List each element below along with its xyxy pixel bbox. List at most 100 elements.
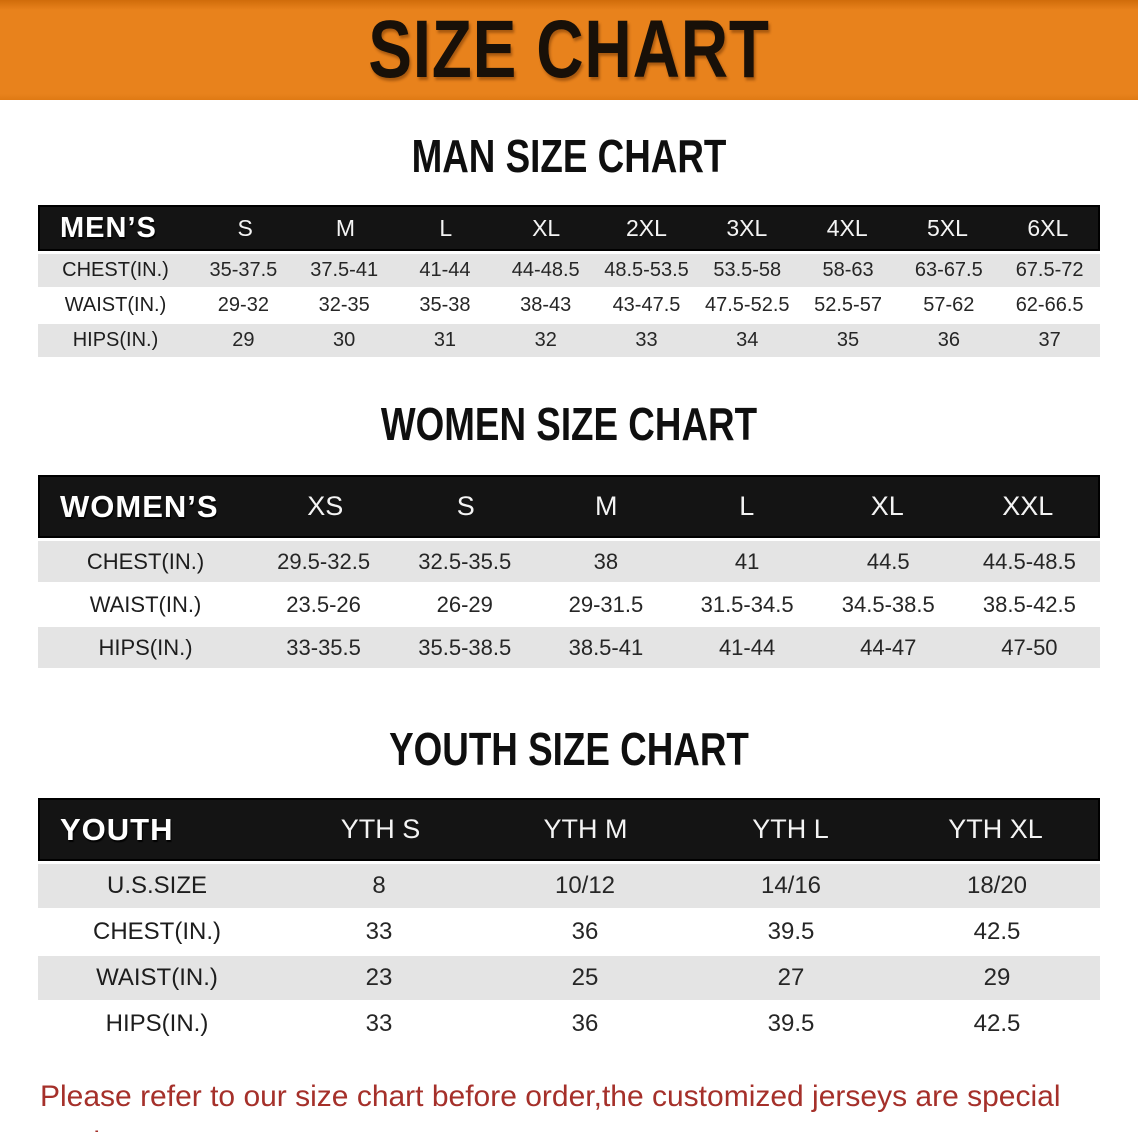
men-section-title: MAN SIZE CHART xyxy=(411,130,727,182)
measurement-cell: 36 xyxy=(937,329,960,351)
size-column-header: 2XL xyxy=(626,214,667,241)
measurement-cell: 47-50 xyxy=(1001,634,1058,660)
measurement-cell: 8 xyxy=(372,872,386,899)
measurement-cell: 29 xyxy=(983,964,1011,991)
row-label: HIPS(IN.) xyxy=(72,329,159,351)
measurement-row: CHEST(IN.) 35-37.5 37.5-41 41-44 44-48.5 48.5… xyxy=(38,254,1100,289)
measurement-cell: 42.5 xyxy=(973,1010,1021,1037)
size-column-header: L xyxy=(739,491,755,521)
measurement-cell: 44.5-48.5 xyxy=(982,548,1076,574)
row-label: CHEST(IN.) xyxy=(93,918,221,945)
women-table-title: WOMEN’S xyxy=(60,488,219,524)
men-table-header-row: MEN’S S M L XL 2XL 3XL 4XL 5XL 6XL xyxy=(38,205,1100,251)
measurement-cell: 32-35 xyxy=(318,294,370,316)
size-column-header: XXL xyxy=(1002,491,1054,521)
measurement-cell: 33 xyxy=(365,1010,393,1037)
measurement-cell: 37 xyxy=(1038,329,1061,351)
size-column-header: L xyxy=(439,214,453,241)
measurement-row: WAIST(IN.) 29-32 32-35 35-38 38-43 43-47.5 47.… xyxy=(38,289,1100,324)
measurement-cell: 35 xyxy=(836,329,860,351)
size-column-header: 5XL xyxy=(927,214,968,241)
row-label: HIPS(IN.) xyxy=(105,1010,209,1037)
measurement-cell: 34.5-38.5 xyxy=(841,591,935,617)
measurement-row: CHEST(IN.) 29.5-32.5 32.5-35.5 38 41 44.5 44.5… xyxy=(38,541,1100,584)
measurement-cell: 29-32 xyxy=(217,294,269,316)
size-column-header: YTH M xyxy=(543,814,628,844)
size-column-header: S xyxy=(456,491,475,521)
measurement-cell: 43-47.5 xyxy=(612,294,681,316)
measurement-cell: 41-44 xyxy=(419,259,471,281)
measurement-cell: 23.5-26 xyxy=(286,591,361,617)
measurement-cell: 25 xyxy=(571,964,599,991)
measurement-cell: 18/20 xyxy=(966,872,1028,899)
measurement-row: WAIST(IN.) 23 25 27 29 xyxy=(38,956,1100,1002)
measurement-cell: 47.5-52.5 xyxy=(705,294,790,316)
size-column-header: M xyxy=(595,491,618,521)
row-label: CHEST(IN.) xyxy=(62,259,169,281)
row-label: WAIST(IN.) xyxy=(64,294,167,316)
measurement-cell: 27 xyxy=(777,964,805,991)
measurement-cell: 35.5-38.5 xyxy=(418,634,512,660)
measurement-cell: 52.5-57 xyxy=(814,294,882,316)
page-title: SIZE CHART xyxy=(368,4,770,95)
row-label: HIPS(IN.) xyxy=(98,634,193,660)
measurement-cell: 41-44 xyxy=(718,634,776,660)
measurement-cell: 31.5-34.5 xyxy=(700,591,794,617)
measurement-row: WAIST(IN.) 23.5-26 26-29 29-31.5 31.5-34.5 34… xyxy=(38,584,1100,627)
measurement-cell: 29 xyxy=(232,329,255,351)
measurement-cell: 14/16 xyxy=(760,872,822,899)
measurement-cell: 57-62 xyxy=(923,294,975,316)
measurement-cell: 35-37.5 xyxy=(209,259,278,281)
measurement-cell: 41 xyxy=(734,548,760,574)
measurement-cell: 37.5-41 xyxy=(310,259,379,281)
measurement-cell: 32.5-35.5 xyxy=(418,548,512,574)
size-column-header: XL xyxy=(532,214,561,241)
measurement-cell: 42.5 xyxy=(973,918,1021,945)
measurement-row: CHEST(IN.) 33 36 39.5 42.5 xyxy=(38,910,1100,956)
measurement-cell: 33 xyxy=(365,918,393,945)
measurement-row: U.S.SIZE 8 10/12 14/16 18/20 xyxy=(38,864,1100,910)
measurement-cell: 35-38 xyxy=(419,294,471,316)
notice-line-1: Please refer to our size chart before or… xyxy=(40,1080,1061,1132)
youth-size-table: YOUTH YTH S YTH M YTH L YTH XL U.S.SIZE 8 10/12… xyxy=(38,798,1100,1048)
measurement-cell: 32 xyxy=(534,329,557,351)
row-label: WAIST(IN.) xyxy=(96,964,218,991)
size-column-header: S xyxy=(237,214,253,241)
measurement-cell: 53.5-58 xyxy=(713,259,782,281)
size-column-header: YTH L xyxy=(752,814,829,844)
size-column-header: YTH S xyxy=(340,814,421,844)
row-label: WAIST(IN.) xyxy=(89,591,202,617)
size-column-header: XL xyxy=(870,491,904,521)
measurement-cell: 29-31.5 xyxy=(568,591,644,617)
measurement-cell: 29.5-32.5 xyxy=(277,548,371,574)
size-column-header: M xyxy=(335,214,356,241)
measurement-cell: 38 xyxy=(593,548,619,574)
women-section-title: WOMEN SIZE CHART xyxy=(380,398,758,450)
measurement-cell: 36 xyxy=(571,1010,599,1037)
men-table-title: MEN’S xyxy=(60,211,157,244)
measurement-cell: 44.5 xyxy=(866,548,910,574)
measurement-row: HIPS(IN.) 33-35.5 35.5-38.5 38.5-41 41-44 44-… xyxy=(38,627,1100,670)
men-size-table: MEN’S S M L XL 2XL 3XL 4XL 5XL 6XL CHEST(IN.) 35-37… xyxy=(38,205,1100,359)
measurement-cell: 31 xyxy=(433,329,457,351)
size-column-header: YTH XL xyxy=(948,814,1043,844)
measurement-row: HIPS(IN.) 29 30 31 32 33 34 35 36 37 xyxy=(38,324,1100,359)
measurement-cell: 48.5-53.5 xyxy=(604,259,689,281)
size-column-header: XS xyxy=(307,491,344,521)
measurement-row: HIPS(IN.) 33 36 39.5 42.5 xyxy=(38,1002,1100,1048)
measurement-cell: 67.5-72 xyxy=(1015,259,1084,281)
women-table-header-row: WOMEN’S XS S M L XL XXL xyxy=(38,475,1100,538)
measurement-cell: 39.5 xyxy=(767,1010,815,1037)
measurement-cell: 38-43 xyxy=(520,294,572,316)
measurement-cell: 58-63 xyxy=(822,259,874,281)
measurement-cell: 38.5-41 xyxy=(568,634,644,660)
measurement-cell: 62-66.5 xyxy=(1015,294,1084,316)
measurement-cell: 10/12 xyxy=(554,872,616,899)
row-label: U.S.SIZE xyxy=(106,872,208,899)
measurement-cell: 33 xyxy=(635,329,658,351)
youth-table-title: YOUTH xyxy=(60,811,174,847)
size-column-header: 4XL xyxy=(826,214,868,241)
order-notice: Please refer to our size chart before or… xyxy=(40,1074,1108,1132)
row-label: CHEST(IN.) xyxy=(86,548,205,574)
